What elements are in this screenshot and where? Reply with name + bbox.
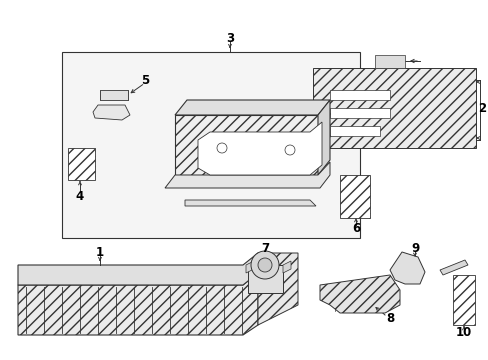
Polygon shape	[68, 148, 95, 180]
Polygon shape	[317, 100, 329, 175]
Text: 8: 8	[385, 311, 393, 324]
Polygon shape	[184, 200, 315, 206]
Polygon shape	[374, 55, 404, 68]
Polygon shape	[198, 122, 321, 175]
Circle shape	[258, 258, 271, 272]
Polygon shape	[339, 175, 369, 218]
Text: 9: 9	[410, 242, 418, 255]
Text: 4: 4	[76, 189, 84, 202]
Polygon shape	[245, 261, 253, 273]
Text: 1: 1	[96, 246, 104, 258]
Circle shape	[285, 145, 294, 155]
Text: 3: 3	[225, 32, 234, 45]
Polygon shape	[319, 275, 399, 313]
Polygon shape	[93, 105, 130, 120]
Text: 2: 2	[477, 102, 485, 114]
Bar	[329, 90, 389, 100]
Polygon shape	[389, 252, 424, 284]
Polygon shape	[18, 253, 258, 285]
Text: 5: 5	[141, 73, 149, 86]
Text: 6: 6	[351, 221, 359, 234]
Bar	[62, 52, 359, 238]
Polygon shape	[283, 261, 290, 273]
Polygon shape	[439, 260, 467, 275]
Bar	[329, 108, 389, 118]
Polygon shape	[164, 162, 329, 188]
Polygon shape	[18, 273, 258, 335]
Circle shape	[217, 143, 226, 153]
Polygon shape	[175, 100, 329, 115]
Polygon shape	[100, 90, 128, 100]
Polygon shape	[452, 275, 474, 325]
Circle shape	[250, 251, 279, 279]
Polygon shape	[175, 115, 317, 175]
Polygon shape	[312, 68, 475, 148]
Bar	[247, 265, 283, 293]
Bar	[329, 126, 379, 136]
Text: 7: 7	[261, 242, 268, 255]
Polygon shape	[258, 253, 297, 325]
Text: 10: 10	[455, 325, 471, 338]
